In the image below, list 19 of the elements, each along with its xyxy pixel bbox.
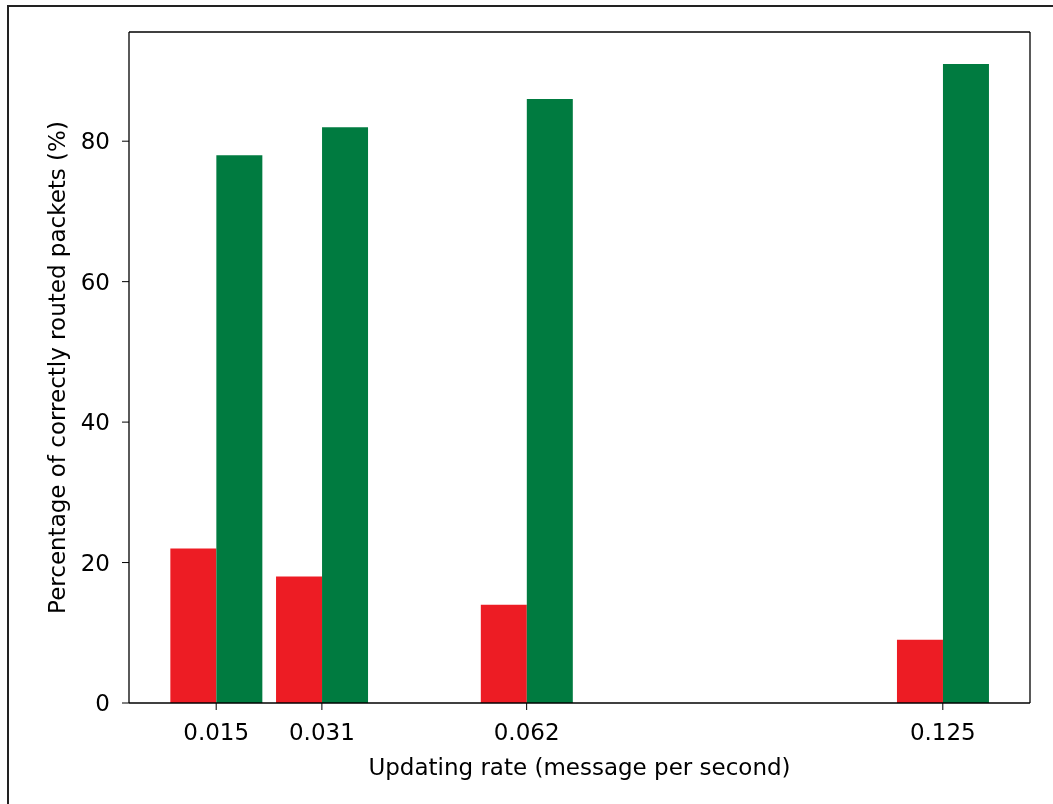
y-tick-label: 20: [80, 549, 110, 576]
bar: [526, 99, 573, 703]
y-tick-label: 80: [80, 128, 110, 155]
bar: [276, 576, 323, 703]
x-axis-title: Updating rate (message per second): [368, 754, 791, 780]
bar: [322, 127, 369, 703]
bar: [216, 155, 263, 703]
x-tick-label: 0.125: [909, 719, 976, 746]
bar: [170, 548, 217, 703]
x-tick-label: 0.031: [288, 719, 355, 746]
y-tick-label: 40: [80, 409, 110, 436]
bar: [480, 604, 527, 703]
y-tick-label: 60: [80, 268, 110, 295]
y-axis-title: Percentage of correctly routed packets (%): [44, 121, 70, 614]
bar: [942, 63, 989, 703]
bar: [896, 639, 943, 703]
x-tick-label: 0.062: [493, 719, 560, 746]
y-tick-label: 0: [95, 690, 110, 717]
x-tick-label: 0.015: [183, 719, 250, 746]
